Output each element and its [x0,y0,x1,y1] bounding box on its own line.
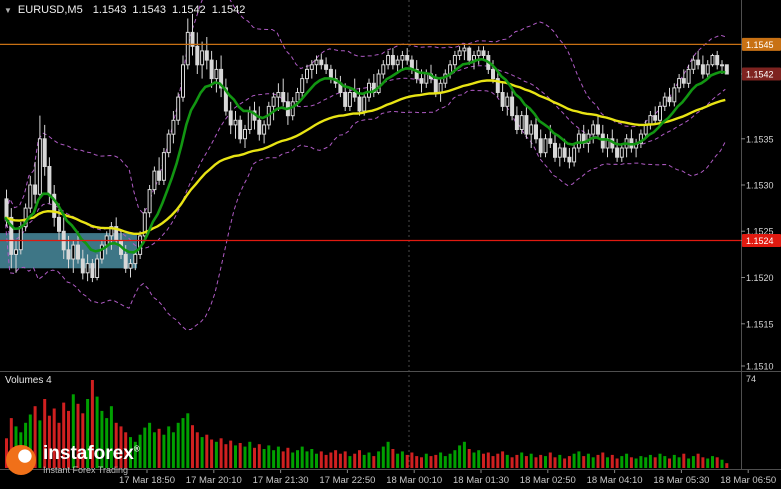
time-axis-label: 17 Mar 21:30 [253,475,309,486]
ohlc-low-value: 1.1542 [172,4,206,16]
registered-mark: ® [133,444,140,454]
volume-bars-layer [5,380,729,468]
bollinger-middle [4,65,726,250]
price-axis-label: 1.1542 [746,70,774,80]
time-axis-label: 17 Mar 18:50 [119,475,175,486]
time-axis-label: 17 Mar 22:50 [319,475,375,486]
watermark-tagline: Instant Forex Trading [43,465,129,475]
ohlc-open-value: 1.1543 [92,4,127,16]
price-axis-label: 1.1525 [746,227,774,237]
price-axis-label: 1.1530 [746,181,774,191]
ma-slow-line [4,79,726,236]
bollinger-lower [4,89,726,331]
volume-indicator-label: Volumes 4 [5,375,52,386]
bollinger-bands [4,0,726,331]
time-axis-label: 18 Mar 02:50 [520,475,576,486]
instaforex-watermark: instaforex® Instant Forex Trading [6,444,140,475]
ohlc-high-value: 1.1543 [132,4,167,16]
symbol-timeframe-label: EURUSD,M5 [17,4,83,16]
price-axis-label: 1.1520 [746,273,774,283]
time-axis-label: 18 Mar 00:10 [386,475,442,486]
ohlc-close-value: 1.1542 [211,4,246,16]
chart-legend: ▼ EURUSD,M5 1.1543 1.1543 1.1542 1.1542 [4,4,251,16]
time-axis-label: 17 Mar 20:10 [186,475,242,486]
instaforex-logo-icon [6,444,36,475]
price-badge [742,234,781,247]
price-axis-label: 1.1515 [746,319,774,329]
chart-menu-icon[interactable]: ▼ [4,5,12,15]
time-axis[interactable]: 17 Mar 18:50 17 Mar 20:10 17 Mar 21:30 17 M… [119,470,776,486]
price-badge [742,67,781,81]
price-axis-label: 1.1535 [746,134,774,144]
volume-max-label: 74 [746,374,756,384]
time-axis-label: 18 Mar 06:50 [720,475,776,486]
price-axis-label: 1.1524 [746,236,774,246]
candles-layer [4,13,729,283]
price-axis-label: 1.1545 [746,40,774,50]
ma-fast-line [3,57,726,254]
watermark-brand: instaforex® [43,443,140,464]
price-badge [742,37,781,51]
time-axis-label: 18 Mar 01:30 [453,475,509,486]
time-axis-label: 18 Mar 04:10 [587,475,643,486]
time-axis-label: 18 Mar 05:30 [653,475,709,486]
price-axis-label: 1.1510 [746,362,774,372]
